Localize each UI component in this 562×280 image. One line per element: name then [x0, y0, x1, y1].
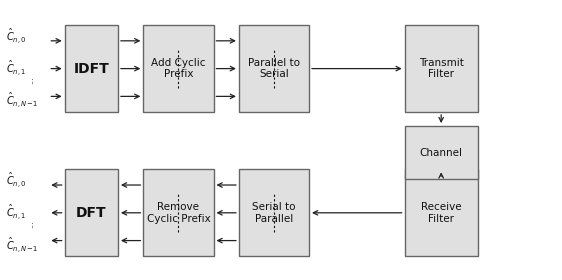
Text: ...: ...	[26, 220, 35, 228]
FancyBboxPatch shape	[405, 25, 478, 112]
Text: Channel: Channel	[420, 148, 463, 158]
Text: $\hat{C}_{n,N\!-\!1}$: $\hat{C}_{n,N\!-\!1}$	[6, 235, 37, 255]
Text: Add Cyclic
Prefix: Add Cyclic Prefix	[151, 58, 206, 80]
Text: Remove
Cyclic Prefix: Remove Cyclic Prefix	[147, 202, 210, 224]
Text: DFT: DFT	[76, 206, 107, 220]
Text: IDFT: IDFT	[74, 62, 109, 76]
Text: Parallel to
Serial: Parallel to Serial	[248, 58, 300, 80]
FancyBboxPatch shape	[405, 169, 478, 256]
Text: $\hat{C}_{n,N\!-\!1}$: $\hat{C}_{n,N\!-\!1}$	[6, 91, 37, 110]
FancyBboxPatch shape	[405, 126, 478, 179]
FancyBboxPatch shape	[239, 25, 309, 112]
Text: $\hat{C}_{n,1}$: $\hat{C}_{n,1}$	[6, 59, 26, 78]
Text: $\hat{C}_{n,1}$: $\hat{C}_{n,1}$	[6, 203, 26, 222]
Text: $\hat{C}_{n,0}$: $\hat{C}_{n,0}$	[6, 27, 26, 46]
FancyBboxPatch shape	[143, 25, 214, 112]
Text: Transmit
Filter: Transmit Filter	[419, 58, 464, 80]
FancyBboxPatch shape	[65, 25, 118, 112]
Text: Serial to
Parallel: Serial to Parallel	[252, 202, 296, 224]
FancyBboxPatch shape	[143, 169, 214, 256]
Text: $\hat{C}_{n,0}$: $\hat{C}_{n,0}$	[6, 171, 26, 190]
Text: ...: ...	[26, 76, 35, 84]
Text: Receive
Filter: Receive Filter	[421, 202, 461, 224]
FancyBboxPatch shape	[239, 169, 309, 256]
FancyBboxPatch shape	[65, 169, 118, 256]
